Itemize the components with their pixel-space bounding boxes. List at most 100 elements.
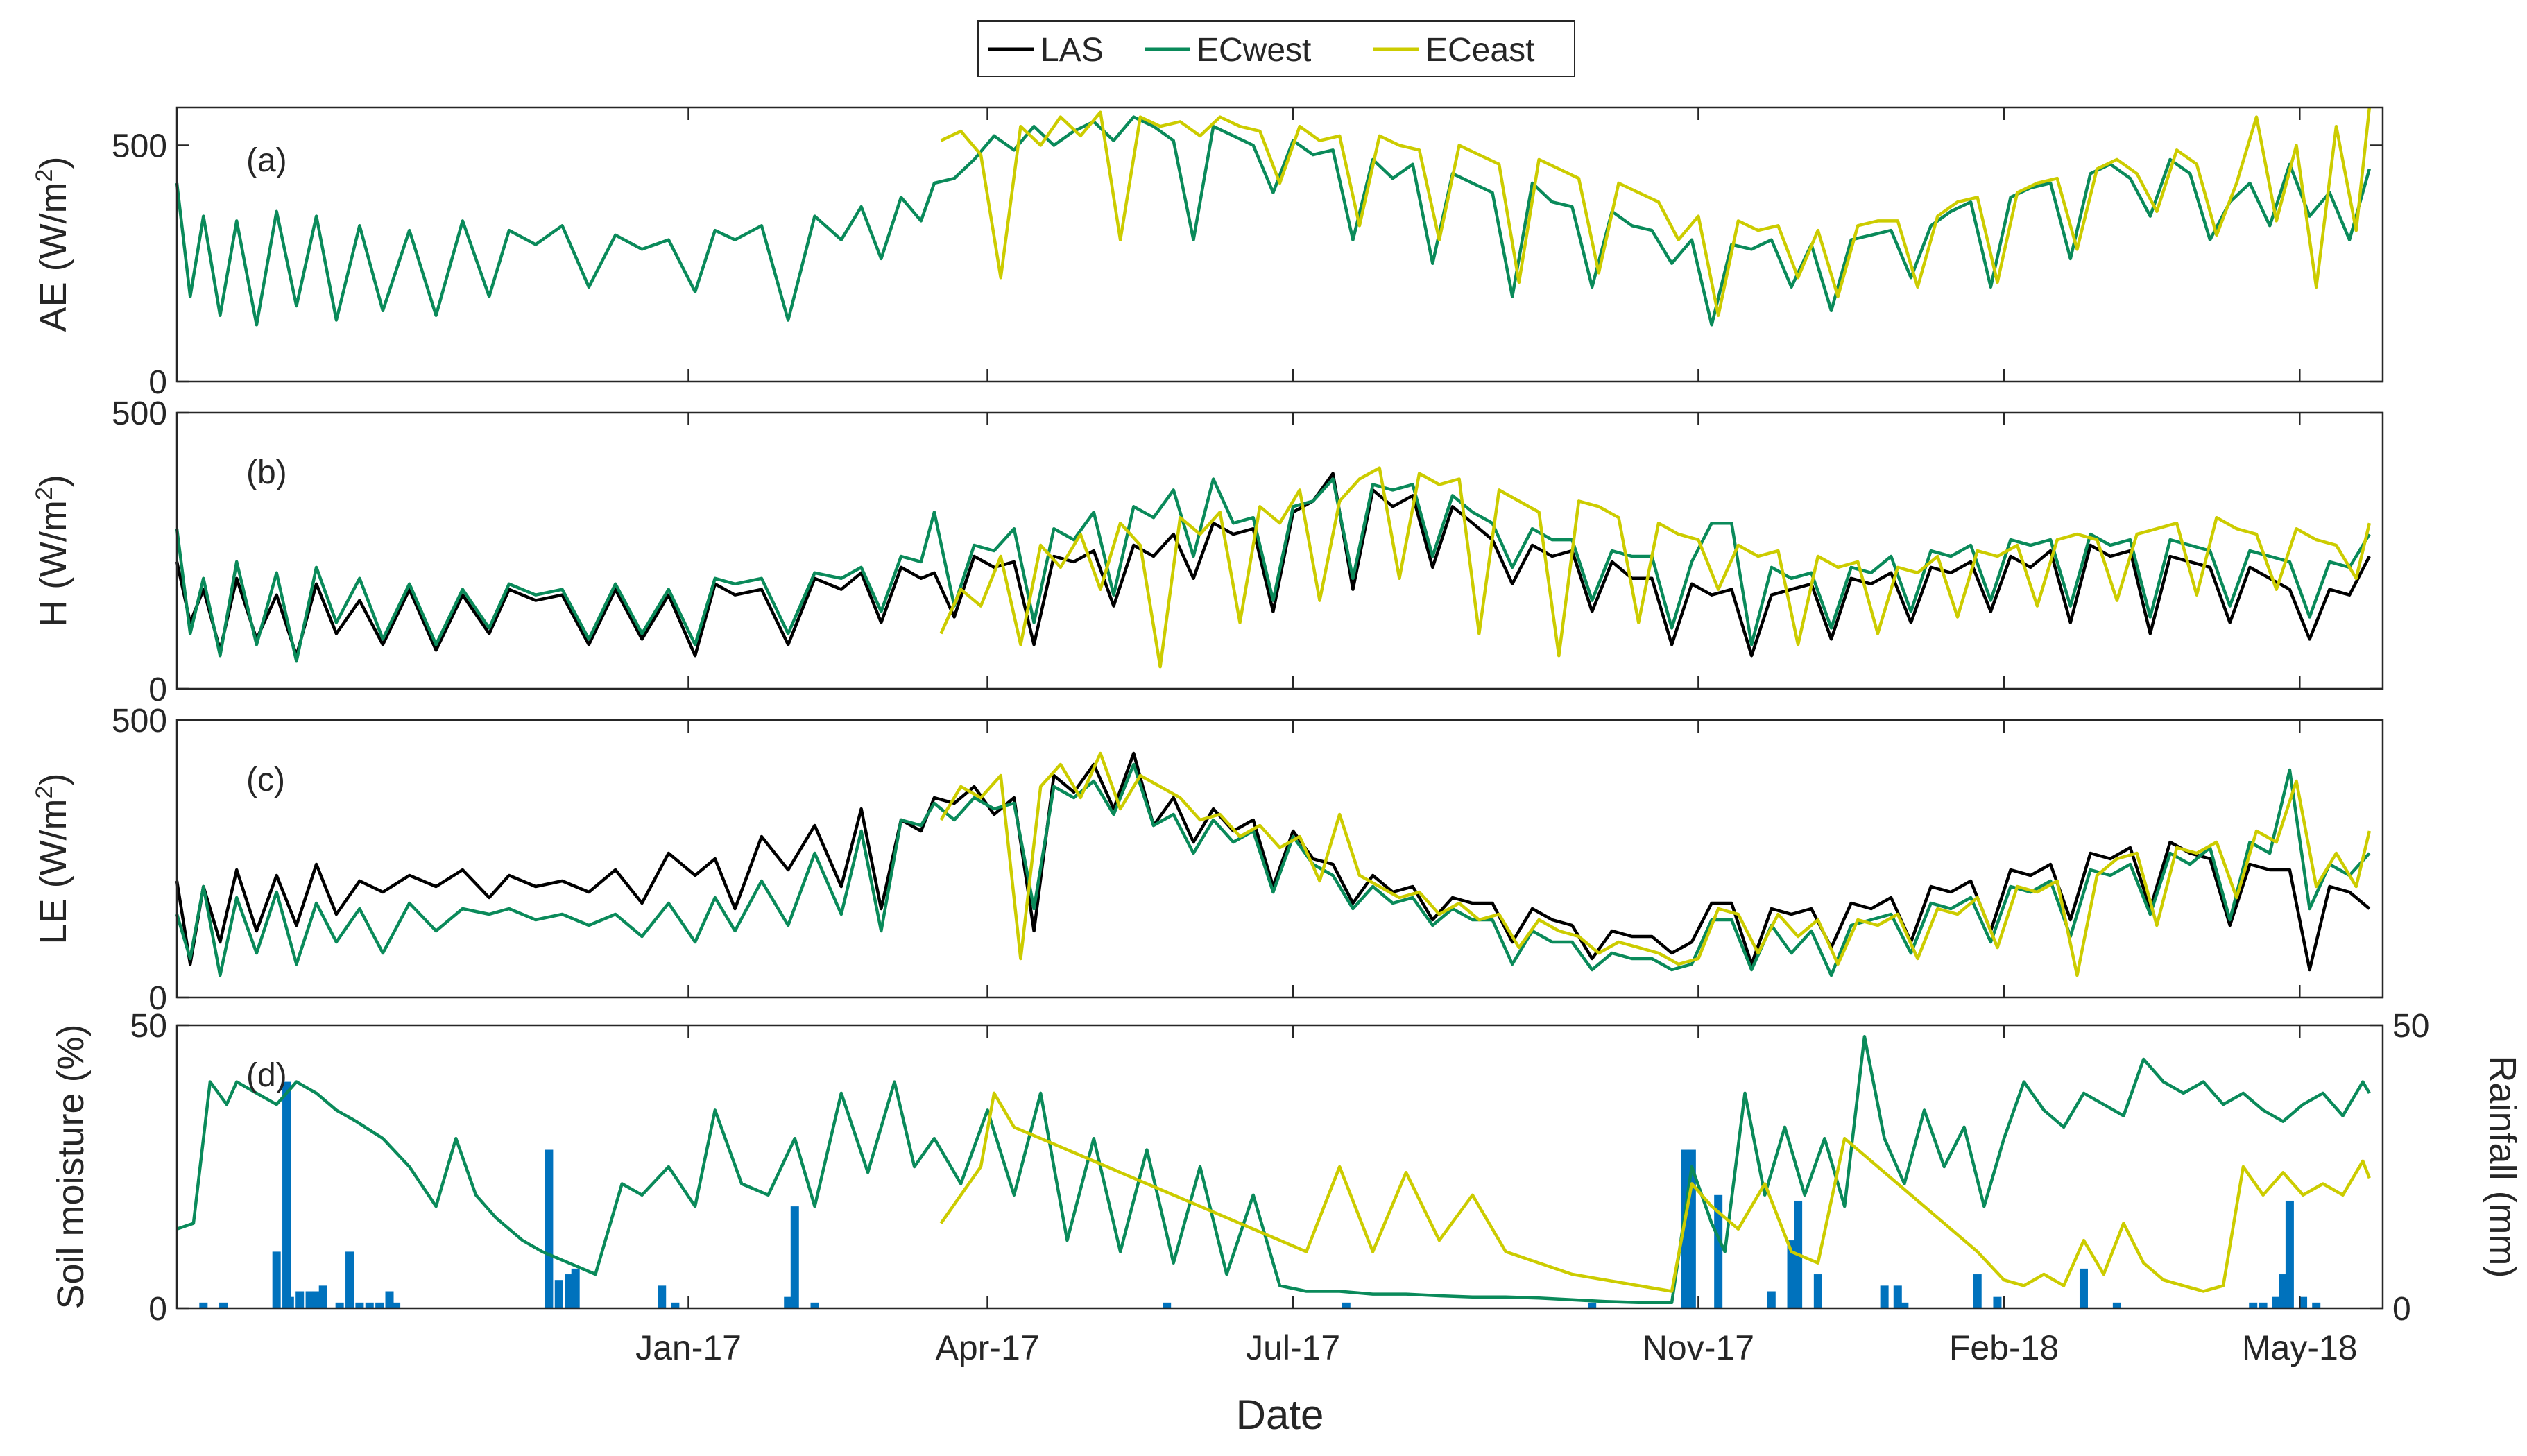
panel-d-rain-bar: [554, 1280, 563, 1308]
panel-b-ytick-label: 0: [148, 671, 167, 708]
panel-d-rain-bar: [1787, 1240, 1796, 1308]
panel-b: 0 500 (b) H (W/m2): [31, 395, 2384, 708]
legend-label-eceast: ECeast: [1425, 32, 1534, 69]
x-tick-label: Jul-17: [1246, 1328, 1340, 1367]
panel-d-rain-bar: [318, 1285, 327, 1308]
x-tick-labels: Jan-17 Apr-17 Jul-17 Nov-17 Feb-18 May-18: [635, 1328, 2358, 1367]
panel-d-rain-bar: [1880, 1285, 1889, 1308]
panel-d-y2tick-label: 0: [2392, 1291, 2411, 1328]
panel-d-yaxis-right: 0 50: [2392, 1008, 2429, 1328]
panel-d-rain-bar: [2112, 1302, 2121, 1308]
panel-d-rain-bar: [1993, 1296, 2002, 1308]
panel-d-rain-bar: [2249, 1302, 2258, 1308]
legend-label-las: LAS: [1040, 32, 1104, 69]
panel-d-rain-bar: [219, 1302, 228, 1308]
panel-a-ytick-label: 0: [148, 364, 167, 401]
panel-b-series-eceast: [939, 466, 2371, 669]
panel-a-label: (a): [246, 142, 287, 179]
panel-b-ylabel-main: H (W/m: [33, 500, 74, 627]
panel-d-rain-bar: [1900, 1302, 1909, 1308]
panel-d-rain-bar: [2279, 1274, 2288, 1308]
panel-d-rain-bar: [571, 1268, 580, 1308]
panel-d-ylabel: Soil moisture (%): [50, 1024, 92, 1309]
panel-d-plot: [176, 1035, 2371, 1308]
panel-a: 0 500 (a) AE (W/m2): [31, 106, 2384, 401]
panel-a-xticks: [687, 108, 2301, 382]
panel-a-ylabel-main: AE (W/m: [33, 182, 74, 332]
panel-d-rain-bar: [1163, 1302, 1172, 1308]
panel-d-rain-bar: [1714, 1194, 1723, 1308]
panel-d-rain-bar: [565, 1274, 574, 1308]
panel-d-rain-bar: [365, 1302, 374, 1308]
panel-d-frame: [175, 1024, 2384, 1310]
panel-d-rain-bar: [784, 1296, 793, 1308]
panel-d-rain-bar: [671, 1302, 680, 1308]
panel-d: 0 50 0 50 (d) Soil moisture (%) Rainfall (…: [50, 1008, 2524, 1328]
panel-d-rain-bar: [790, 1206, 799, 1308]
panel-c-ytick-label: 0: [148, 980, 167, 1017]
panel-a-yaxis: 0 500: [112, 128, 2383, 401]
panel-d-rain-bar: [1813, 1274, 1822, 1308]
panel-b-plot: [175, 466, 2371, 669]
panel-d-yaxis: 0 50: [130, 1008, 2383, 1328]
panel-a-ylabel-close: ): [33, 157, 74, 169]
panel-c-series-las: [175, 751, 2371, 972]
panel-d-rain-bar: [1588, 1302, 1597, 1308]
panel-d-rain-bar: [1767, 1291, 1776, 1308]
panel-a-series-eceast: [940, 107, 2372, 317]
panel-d-y2tick-label: 50: [2392, 1008, 2429, 1045]
panel-d-rain-bar: [1342, 1302, 1351, 1308]
panel-d-xticks: [687, 1025, 2301, 1308]
x-tick-label: May-18: [2242, 1328, 2358, 1367]
x-tick-label: Nov-17: [1643, 1328, 1754, 1367]
panel-d-rain-bar: [2299, 1296, 2308, 1308]
panel-a-ylabel: AE (W/m2): [31, 157, 74, 332]
panel-d-rain-bar: [305, 1291, 314, 1308]
panel-d-rain-bar: [272, 1251, 281, 1308]
panel-d-ytick-label: 50: [130, 1008, 167, 1045]
panel-b-ylabel: H (W/m2): [31, 474, 74, 627]
panel-d-rain-bar: [335, 1302, 344, 1308]
panel-c-ytick-label: 500: [112, 703, 167, 739]
panel-d-rain-bar: [282, 1081, 291, 1308]
panel-a-ytick-label: 500: [112, 128, 167, 164]
panel-b-ylabel-close: ): [33, 474, 74, 487]
panel-d-ytick-label: 0: [148, 1291, 167, 1328]
panel-d-rain-bar: [1893, 1285, 1902, 1308]
panel-a-ylabel-sup: 2: [31, 169, 58, 182]
panel-c-xticks: [687, 720, 2301, 997]
panel-d-rain-bar: [385, 1291, 394, 1308]
panel-c-label: (c): [246, 762, 285, 798]
panel-d-rain-bar: [392, 1302, 401, 1308]
panel-d-rain-bar: [375, 1302, 384, 1308]
panel-b-ylabel-sup: 2: [31, 487, 58, 500]
panel-d-rain-bar: [355, 1302, 364, 1308]
panel-d-rain-bar: [285, 1296, 294, 1308]
panel-b-label: (b): [246, 454, 287, 491]
panel-a-frame: [175, 106, 2384, 383]
panel-d-rain-bar: [295, 1291, 305, 1308]
panel-c-plot: [175, 751, 2371, 977]
panel-d-rain-bar: [2079, 1268, 2088, 1308]
panel-c-frame: [175, 719, 2384, 999]
x-tick-label: Jan-17: [635, 1328, 742, 1367]
panel-d-rain-bar: [312, 1291, 321, 1308]
panel-d-series-eceast: [939, 1091, 2371, 1293]
panel-d-label: (d): [246, 1057, 287, 1094]
legend-label-ecwest: ECwest: [1197, 32, 1311, 69]
panel-c-ylabel-close: ): [33, 773, 74, 786]
x-tick-label: Apr-17: [936, 1328, 1040, 1367]
panel-d-rain-bar: [2312, 1302, 2321, 1308]
panel-c-ylabel-main: LE (W/m: [33, 798, 74, 944]
x-axis-label: Date: [1236, 1391, 1324, 1438]
panel-d-rain-bar: [545, 1149, 554, 1308]
legend: LAS ECwest ECeast: [977, 20, 1575, 77]
panel-c-yaxis: 0 500: [112, 703, 2383, 1017]
x-tick-label: Feb-18: [1949, 1328, 2059, 1367]
panel-a-plot: [175, 107, 2372, 327]
panel-b-frame: [175, 411, 2384, 690]
panel-c-series-eceast: [939, 751, 2371, 977]
panel-d-rain-bar: [199, 1302, 208, 1308]
